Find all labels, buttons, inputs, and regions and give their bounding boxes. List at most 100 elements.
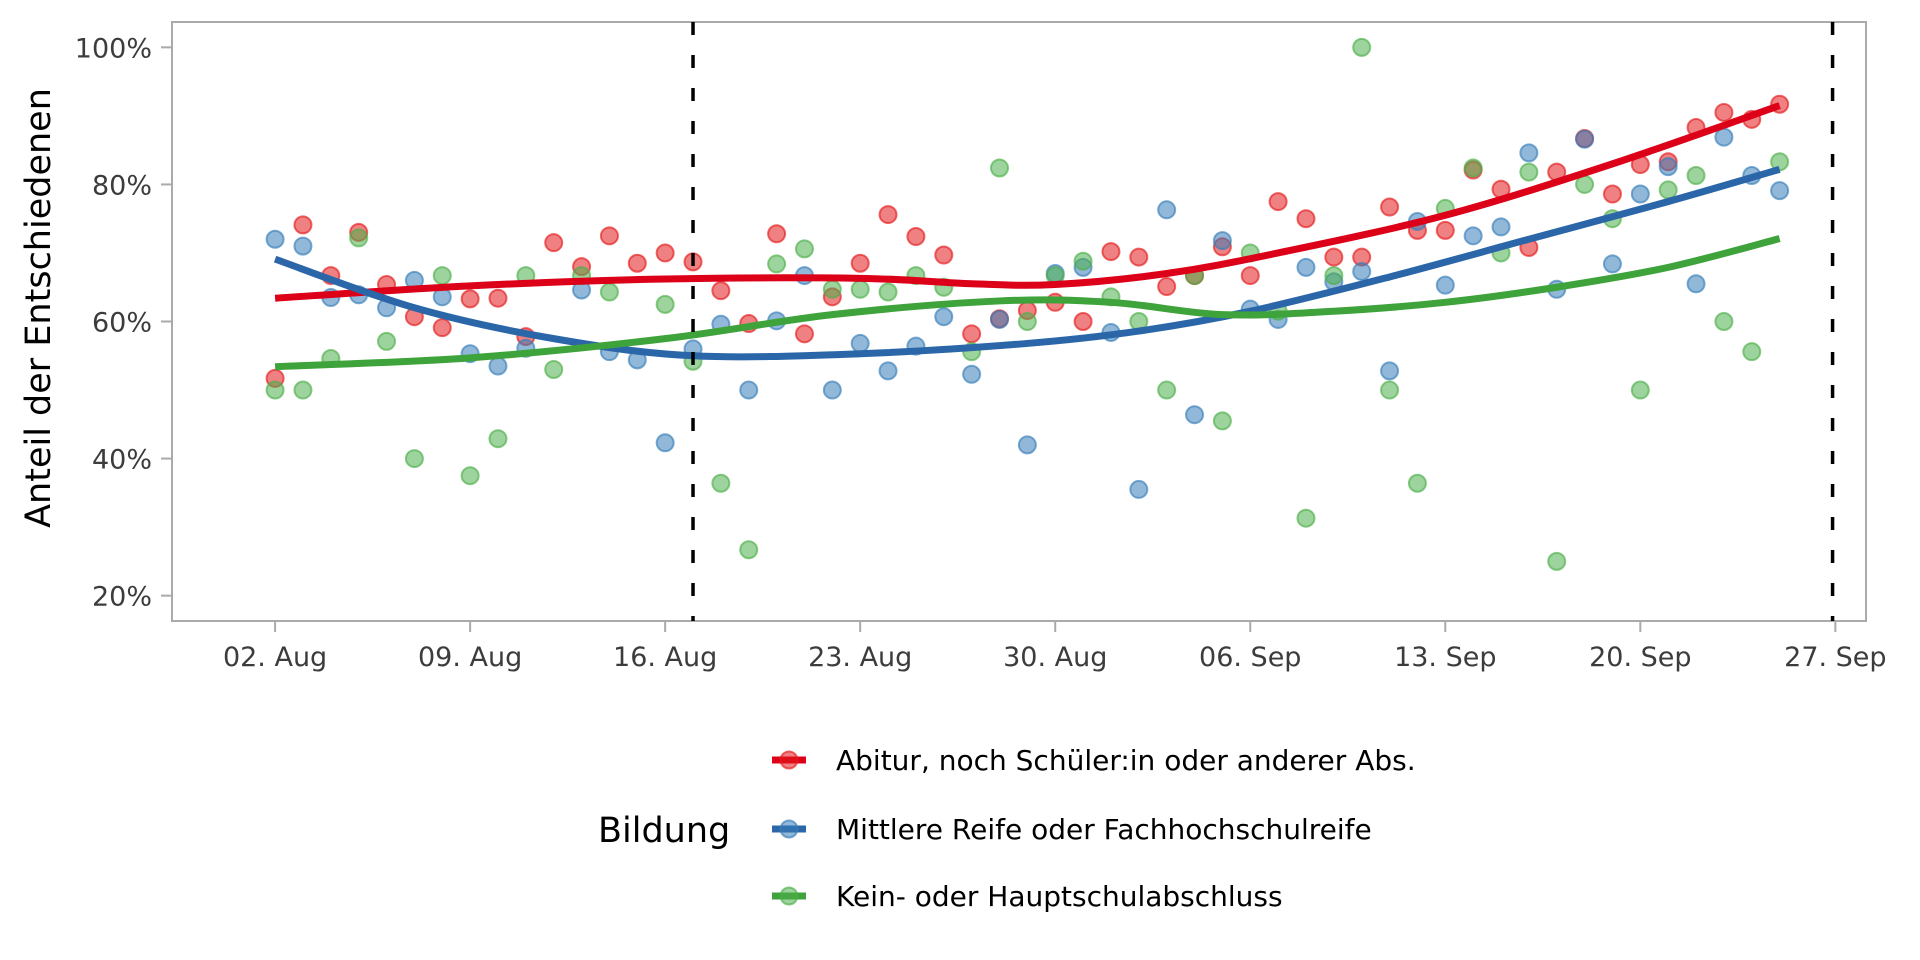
point-series-3 [1714,312,1734,331]
point-series-3 [1742,342,1762,362]
point-series-2 [1630,184,1650,204]
point-series-1 [1157,277,1177,297]
point-series-3 [711,473,731,493]
point-series-1 [1602,184,1622,204]
y-tick-label: 60% [92,308,152,339]
point-series-1 [850,253,870,273]
point-series-3 [1352,37,1372,57]
legend-point-key [779,819,799,839]
point-series-1 [432,318,452,338]
y-axis-title: Anteil der Entschiedenen [19,88,59,528]
point-series-1 [1073,312,1093,331]
x-tick-label: 30. Aug [1003,642,1107,673]
point-series-2 [1491,217,1511,237]
point-series-3 [822,279,842,299]
legend-item: Kein- oder Hauptschulabschluss [772,880,1283,913]
smooth-lines [273,102,1781,371]
point-series-2 [1129,479,1149,499]
x-tick-label: 09. Aug [418,642,522,673]
point-series-1 [1240,266,1260,286]
axes: 20% 40% 60% 80% 100% 02. Aug 09. Aug 16. Aug 23.… [75,33,1887,673]
point-series-2 [1380,361,1400,381]
legend-label: Mittlere Reife oder Fachhochschulreife [836,813,1372,846]
smooth-line-series-3 [274,235,1781,371]
point-series-3 [1407,473,1427,493]
point-series-3 [599,282,619,302]
x-tick-label: 02. Aug [223,642,327,673]
point-series-3 [878,282,898,302]
x-tick-label: 20. Sep [1589,642,1691,673]
point-series-3 [850,279,870,299]
point-series-1 [1268,192,1288,212]
point-series-3 [1686,166,1706,186]
point-series-2 [962,364,982,384]
point-series-2 [1770,181,1790,201]
point-series-2 [878,361,898,381]
x-tick-label: 27. Sep [1784,642,1886,673]
point-series-2 [989,309,1009,329]
legend-point-key [779,886,799,906]
point-series-3 [1380,380,1400,400]
point-series-1 [627,253,647,273]
smooth-line-series-1 [274,102,1781,302]
point-series-2 [265,229,285,249]
point-series-1 [878,205,898,225]
reference-lines [691,22,1835,621]
legend-point-key [779,750,799,770]
point-series-3 [739,540,759,560]
point-series-3 [794,239,814,259]
point-series-1 [599,226,619,246]
point-series-1 [1435,220,1455,240]
point-series-3 [265,380,285,400]
point-series-3 [349,228,369,248]
point-series-3 [1296,508,1316,528]
point-series-3 [989,158,1009,178]
point-series-1 [1129,247,1149,267]
point-series-3 [377,331,397,351]
point-series-2 [293,236,313,256]
point-series-2 [934,307,954,327]
point-series-2 [1296,257,1316,277]
point-series-2 [822,380,842,400]
legend-item: Abitur, noch Schüler:in oder anderer Abs… [772,744,1416,777]
point-series-3 [1630,380,1650,400]
point-series-2 [1352,261,1372,281]
point-series-1 [934,245,954,265]
point-series-1 [1101,242,1121,262]
x-tick-label: 06. Sep [1199,642,1301,673]
point-series-1 [655,243,675,263]
point-series-3 [488,429,508,449]
point-series-1 [544,233,564,253]
point-series-2 [1463,226,1483,246]
y-tick-label: 100% [75,33,152,64]
point-series-2 [655,433,675,453]
x-tick-label: 16. Aug [613,642,717,673]
point-series-1 [1714,102,1734,122]
point-series-3 [1519,162,1539,182]
point-series-1 [1324,247,1344,267]
point-series-2 [1686,274,1706,294]
point-series-1 [906,227,926,247]
point-series-2 [1714,127,1734,147]
point-series-2 [1602,254,1622,274]
point-series-3 [1547,551,1567,571]
point-series-2 [1212,231,1232,251]
point-series-3 [293,380,313,400]
point-series-3 [432,266,452,286]
point-series-3 [1658,180,1678,200]
point-series-3 [767,254,787,274]
x-tick-label: 23. Aug [808,642,912,673]
point-series-2 [1519,143,1539,163]
point-series-1 [711,281,731,301]
legend-item: Mittlere Reife oder Fachhochschulreife [772,813,1372,846]
point-series-3 [1212,411,1232,431]
point-series-1 [1296,209,1316,229]
point-series-3 [1017,312,1037,331]
legend-label: Abitur, noch Schüler:in oder anderer Abs… [836,744,1416,777]
smooth-line-series-2 [273,165,1781,361]
x-tick-label: 13. Sep [1394,642,1496,673]
point-series-3 [1463,158,1483,178]
y-tick-label: 40% [92,445,152,476]
legend-title: Bildung [598,811,730,851]
